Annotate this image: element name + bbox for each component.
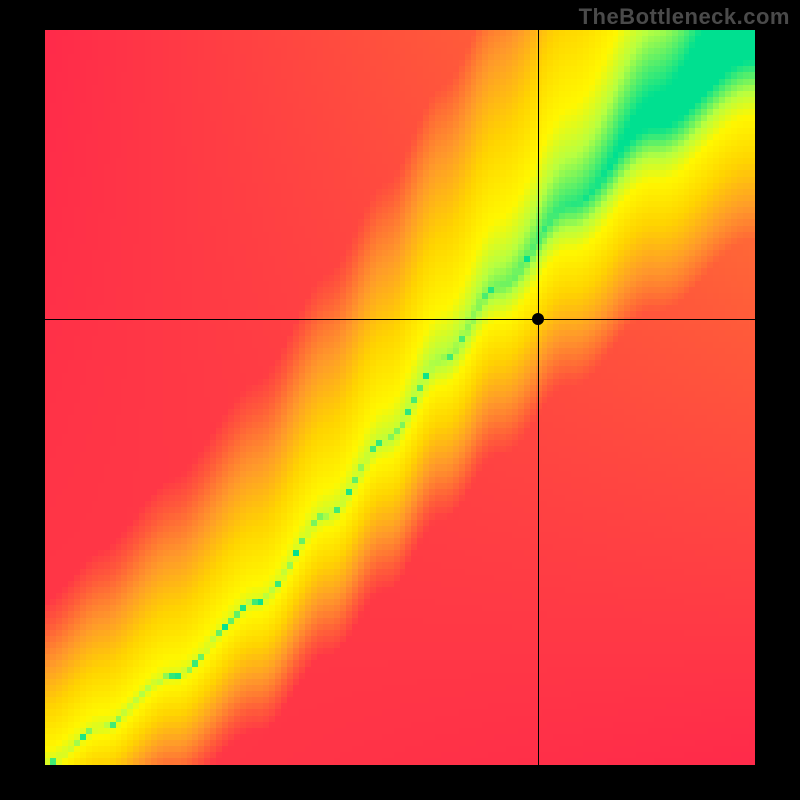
watermark-text: TheBottleneck.com: [579, 4, 790, 30]
crosshair-horizontal: [45, 319, 755, 320]
chart-container: { "watermark": "TheBottleneck.com", "cha…: [0, 0, 800, 800]
heatmap-plot: [45, 30, 755, 765]
crosshair-vertical: [538, 30, 539, 765]
heatmap-canvas: [45, 30, 755, 765]
